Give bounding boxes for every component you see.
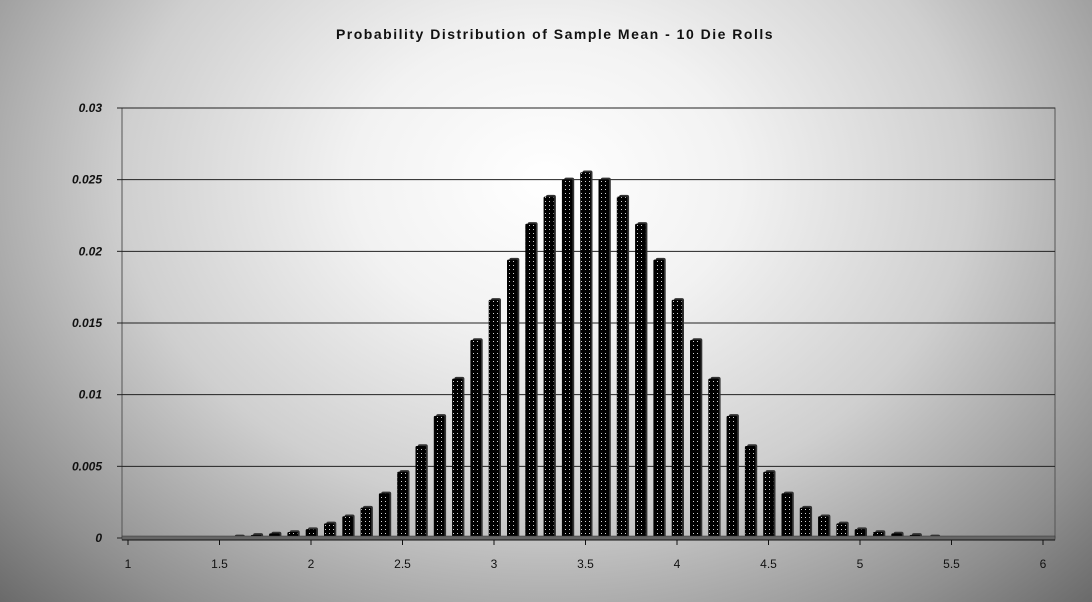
y-tick-label: 0.005 (72, 459, 102, 473)
bar (360, 507, 372, 539)
bar (726, 415, 738, 539)
bar (799, 507, 811, 539)
x-tick-label: 6 (1040, 557, 1047, 571)
bar (580, 172, 591, 539)
bar (525, 223, 536, 539)
y-tick-label: 0.02 (79, 244, 103, 258)
y-tick-label: 0.025 (72, 173, 102, 187)
x-tick-label: 5 (857, 557, 864, 571)
bar (543, 196, 555, 539)
x-tick-label: 1.5 (211, 557, 228, 571)
bar (452, 378, 463, 539)
bar (433, 415, 445, 539)
x-tick-label: 4.5 (760, 557, 777, 571)
bar (708, 378, 719, 539)
bar (561, 179, 573, 539)
x-tick-label: 2.5 (394, 557, 411, 571)
bar (598, 179, 610, 539)
bar (488, 299, 500, 539)
bar (653, 259, 665, 539)
bar (635, 223, 646, 539)
y-tick-label: 0.015 (72, 316, 102, 330)
x-tick-label: 5.5 (943, 557, 960, 571)
bar (342, 516, 353, 539)
bar (616, 196, 628, 539)
bar (378, 493, 390, 539)
chart-title: Probability Distribution of Sample Mean … (335, 26, 775, 42)
floor (121, 535, 1056, 541)
bar (689, 339, 701, 539)
bar (763, 471, 774, 539)
bar (397, 471, 408, 539)
bar (671, 299, 683, 539)
x-tick-label: 2 (308, 557, 315, 571)
x-tick-label: 4 (674, 557, 681, 571)
x-tick-label: 3.5 (577, 557, 594, 571)
y-tick-label: 0.01 (79, 388, 103, 402)
bar (744, 445, 756, 539)
bar (781, 493, 793, 539)
bar (470, 339, 482, 539)
y-tick-label: 0.03 (79, 101, 103, 115)
y-tick-label: 0 (95, 531, 102, 545)
bar (818, 516, 829, 539)
bar (415, 445, 427, 539)
bar (506, 259, 518, 539)
x-tick-label: 3 (491, 557, 498, 571)
x-tick-label: 1 (125, 557, 132, 571)
